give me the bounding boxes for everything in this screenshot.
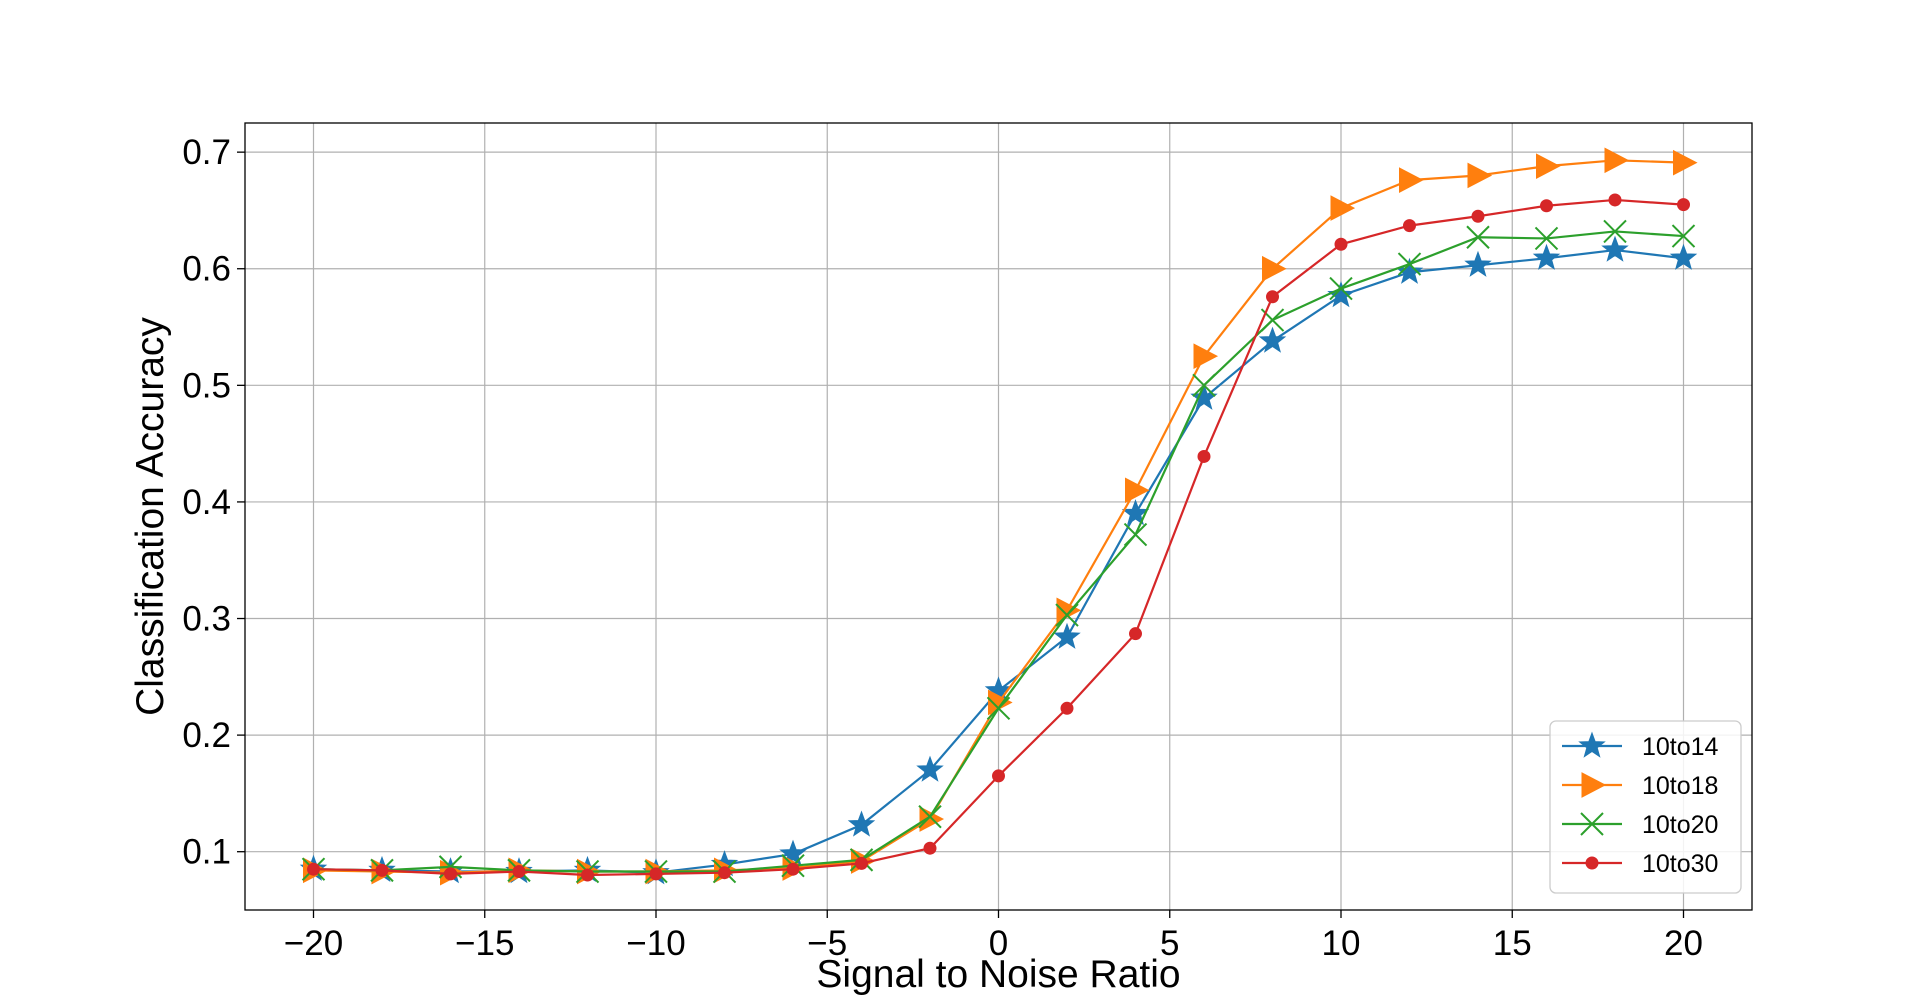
data-point xyxy=(1580,812,1604,836)
data-point xyxy=(1266,290,1279,304)
data-point xyxy=(1193,343,1219,370)
legend-item: 10to14 xyxy=(1562,731,1719,761)
data-point xyxy=(1258,326,1287,353)
x-tick-label: −10 xyxy=(626,924,685,963)
data-point xyxy=(1540,199,1553,213)
data-point xyxy=(1608,193,1622,207)
axis-ticks: −20 −15 −10 −5 0 5 10 15 20 0.1 0.2 0.3 0.4 0.5 0.6 0.7 xyxy=(182,133,1703,963)
data-point xyxy=(1053,622,1081,649)
data-point xyxy=(786,862,800,876)
data-point xyxy=(1532,243,1561,270)
data-point xyxy=(1601,235,1629,262)
legend-label: 10to14 xyxy=(1642,733,1719,761)
data-point xyxy=(1585,856,1599,870)
x-tick-label: 20 xyxy=(1664,924,1703,963)
data-point xyxy=(1121,499,1150,526)
data-point xyxy=(1262,255,1287,282)
data-point xyxy=(1399,167,1424,193)
x-tick-label: −20 xyxy=(284,924,343,963)
data-point xyxy=(1403,219,1416,233)
data-point xyxy=(1125,477,1150,504)
y-tick-label: 0.3 xyxy=(182,600,231,639)
x-tick-label: 5 xyxy=(1160,924,1179,963)
legend-label: 10to18 xyxy=(1642,772,1718,800)
y-tick-label: 0.5 xyxy=(182,366,231,405)
data-point xyxy=(779,839,807,866)
legend-label: 10to20 xyxy=(1642,811,1718,839)
data-point xyxy=(1060,701,1074,715)
data-point xyxy=(1055,603,1079,627)
data-point xyxy=(1673,149,1698,176)
x-tick-label: 0 xyxy=(989,924,1008,963)
data-point xyxy=(992,769,1005,783)
x-tick-label: −5 xyxy=(807,924,847,963)
data-point xyxy=(1604,147,1630,174)
data-point xyxy=(1123,522,1148,547)
y-tick-label: 0.6 xyxy=(182,250,231,289)
data-point xyxy=(375,863,389,877)
data-point xyxy=(1603,219,1627,244)
y-tick-label: 0.2 xyxy=(182,716,231,755)
legend-box xyxy=(1549,720,1742,894)
data-point xyxy=(512,865,526,879)
data-point xyxy=(1534,226,1559,251)
grid xyxy=(245,123,1752,910)
data-point xyxy=(1397,252,1422,276)
data-point xyxy=(1466,225,1490,249)
series-10to30 xyxy=(307,193,1690,882)
data-point xyxy=(1677,198,1690,212)
y-tick-label: 0.1 xyxy=(182,833,231,872)
data-point xyxy=(1192,373,1216,398)
data-point xyxy=(847,810,876,837)
x-tick-label: 10 xyxy=(1322,924,1361,963)
data-point xyxy=(1464,250,1492,277)
data-point xyxy=(986,696,1011,721)
data-point xyxy=(1330,195,1356,221)
data-point xyxy=(1467,162,1493,189)
legend-item: 10to20 xyxy=(1562,811,1718,839)
y-tick-label: 0.7 xyxy=(182,133,231,172)
x-axis-title: Signal to Noise Ratio xyxy=(816,953,1180,996)
data-point xyxy=(1578,731,1606,758)
series-10to20 xyxy=(301,219,1696,884)
legend-item: 10to18 xyxy=(1562,772,1718,800)
data-point xyxy=(1671,224,1696,248)
data-point xyxy=(1536,153,1561,179)
data-point xyxy=(1669,243,1698,270)
data-point xyxy=(1581,772,1607,798)
data-point xyxy=(1471,209,1485,223)
data-point xyxy=(923,841,937,855)
data-point xyxy=(1329,276,1353,301)
data-point xyxy=(581,868,594,882)
data-point xyxy=(718,866,731,880)
data-point xyxy=(444,867,457,881)
data-point xyxy=(918,805,942,829)
data-point xyxy=(307,862,320,876)
x-tick-label: −15 xyxy=(455,924,514,963)
data-point xyxy=(855,856,868,870)
series-layer xyxy=(299,147,1698,886)
data-point xyxy=(1129,627,1142,641)
data-point xyxy=(1327,281,1355,308)
data-point xyxy=(1334,237,1348,251)
x-tick-label: 15 xyxy=(1493,924,1532,963)
data-point xyxy=(916,755,944,782)
legend-item: 10to30 xyxy=(1562,850,1718,878)
legend: 10to14 10to18 10to20 10to30 xyxy=(1549,720,1742,894)
data-point xyxy=(1197,449,1211,463)
legend-label: 10to30 xyxy=(1642,850,1718,878)
data-point xyxy=(649,867,663,881)
y-tick-label: 0.4 xyxy=(182,483,231,522)
y-axis-title: Classification Accuracy xyxy=(129,317,172,716)
